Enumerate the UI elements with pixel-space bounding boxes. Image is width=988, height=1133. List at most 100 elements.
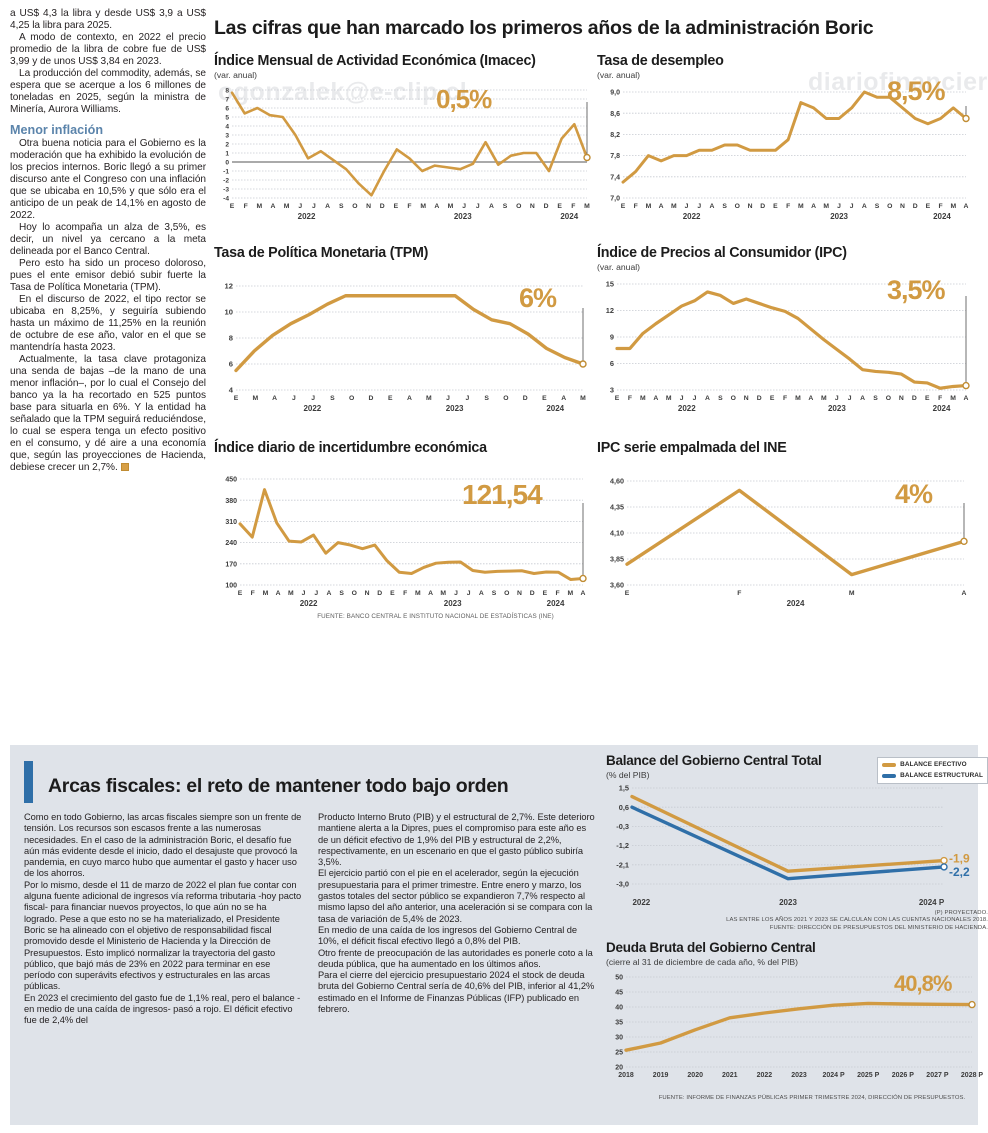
fiscal-charts: Balance del Gobierno Central Total (% de… bbox=[606, 749, 988, 1103]
chart-canvas-ipc: 3,5% 15 12 9 6 3 E F M A M J J A S O N D E F M A M J J A S O N D E F M A… bbox=[597, 272, 980, 422]
svg-text:12: 12 bbox=[225, 282, 233, 291]
svg-text:M: M bbox=[284, 203, 290, 210]
svg-text:A: A bbox=[561, 395, 566, 402]
svg-text:A: A bbox=[860, 395, 865, 402]
svg-text:M: M bbox=[448, 203, 454, 210]
svg-text:J: J bbox=[446, 395, 450, 402]
chart-subtitle bbox=[214, 262, 597, 272]
svg-text:A: A bbox=[862, 203, 867, 210]
svg-text:J: J bbox=[298, 203, 302, 210]
svg-text:2027 P: 2027 P bbox=[926, 1072, 949, 1079]
svg-text:A: A bbox=[808, 395, 813, 402]
chart-ipc: Índice de Precios al Consumidor (IPC) (v… bbox=[597, 245, 980, 422]
svg-text:D: D bbox=[523, 395, 528, 402]
svg-text:2023: 2023 bbox=[444, 599, 462, 608]
svg-text:S: S bbox=[339, 590, 344, 597]
svg-text:A: A bbox=[271, 203, 276, 210]
svg-text:D: D bbox=[760, 203, 765, 210]
svg-text:1,5: 1,5 bbox=[619, 784, 629, 793]
chart-legend: BALANCE EFECTIVO BALANCE ESTRUCTURAL bbox=[877, 757, 988, 784]
accent-bar bbox=[24, 761, 33, 803]
svg-text:N: N bbox=[366, 203, 371, 210]
svg-text:100: 100 bbox=[225, 583, 237, 590]
chart-imacec: Índice Mensual de Actividad Económica (I… bbox=[214, 53, 597, 230]
svg-text:-3: -3 bbox=[223, 187, 229, 194]
chart-callout: 8,5% bbox=[887, 76, 946, 106]
svg-text:M: M bbox=[420, 203, 426, 210]
svg-text:S: S bbox=[722, 203, 727, 210]
svg-text:M: M bbox=[823, 203, 829, 210]
svg-text:2025 P: 2025 P bbox=[857, 1072, 880, 1079]
svg-text:2023: 2023 bbox=[830, 212, 848, 221]
chart-title: Balance del Gobierno Central Total bbox=[606, 753, 822, 768]
svg-text:J: J bbox=[697, 203, 701, 210]
svg-text:7: 7 bbox=[225, 97, 229, 104]
chart-title: Índice de Precios al Consumidor (IPC) bbox=[597, 245, 847, 261]
svg-text:A: A bbox=[964, 203, 969, 210]
svg-text:2024: 2024 bbox=[933, 212, 951, 221]
svg-text:2024: 2024 bbox=[547, 599, 565, 608]
svg-text:N: N bbox=[530, 203, 535, 210]
svg-text:4,35: 4,35 bbox=[610, 503, 624, 512]
svg-text:1: 1 bbox=[225, 151, 229, 158]
svg-text:D: D bbox=[544, 203, 549, 210]
svg-text:D: D bbox=[380, 203, 385, 210]
end-mark-icon bbox=[120, 463, 129, 471]
chart-svg: 4,60 4,35 4,10 3,85 3,60E F M A 2024 bbox=[610, 477, 968, 608]
svg-text:O: O bbox=[349, 395, 354, 402]
svg-text:O: O bbox=[352, 590, 357, 597]
svg-text:2024 P: 2024 P bbox=[823, 1072, 846, 1079]
svg-text:J: J bbox=[467, 590, 471, 597]
svg-text:J: J bbox=[476, 203, 480, 210]
chart-subtitle: (var. anual) bbox=[597, 70, 640, 80]
svg-text:A: A bbox=[272, 395, 277, 402]
fiscal-article: Arcas fiscales: el reto de mantener todo… bbox=[24, 759, 596, 1027]
chart-title: Deuda Bruta del Gobierno Central bbox=[606, 940, 816, 956]
svg-text:A: A bbox=[705, 395, 710, 402]
chart-desempleo: Tasa de desempleo (var. anual) 8,5% 9,0 8… bbox=[597, 53, 980, 230]
svg-text:M: M bbox=[426, 395, 432, 402]
svg-text:310: 310 bbox=[225, 519, 237, 526]
svg-text:-1,2: -1,2 bbox=[616, 841, 629, 850]
chart-canvas-balance: 1,5 0,6 -0,3 -1,2 -2,1 -3,0 -1,9 -2,2 2022 2023 20… bbox=[606, 780, 988, 910]
svg-text:2022: 2022 bbox=[678, 404, 696, 413]
svg-text:A: A bbox=[709, 203, 714, 210]
svg-text:380: 380 bbox=[225, 498, 237, 505]
svg-text:170: 170 bbox=[225, 561, 237, 568]
chart-callout: 3,5% bbox=[887, 275, 946, 305]
legend-label: BALANCE EFECTIVO bbox=[900, 761, 967, 768]
svg-text:2020: 2020 bbox=[687, 1072, 703, 1079]
svg-text:E: E bbox=[390, 590, 395, 597]
chart-incertidumbre: Índice diario de incertidumbre económica… bbox=[214, 440, 597, 620]
svg-text:S: S bbox=[339, 203, 344, 210]
svg-text:O: O bbox=[516, 203, 521, 210]
svg-text:2022: 2022 bbox=[683, 212, 701, 221]
svg-text:J: J bbox=[314, 590, 318, 597]
charts-grid: Índice Mensual de Actividad Económica (I… bbox=[214, 53, 980, 620]
svg-text:D: D bbox=[912, 395, 917, 402]
svg-text:5: 5 bbox=[225, 115, 229, 122]
svg-text:25: 25 bbox=[615, 1050, 623, 1057]
svg-text:M: M bbox=[671, 203, 677, 210]
svg-text:D: D bbox=[530, 590, 535, 597]
chart-callout: 0,5% bbox=[436, 84, 492, 114]
svg-text:J: J bbox=[454, 590, 458, 597]
svg-text:2019: 2019 bbox=[653, 1072, 669, 1079]
svg-text:0: 0 bbox=[225, 160, 229, 167]
svg-text:2022: 2022 bbox=[757, 1072, 773, 1079]
chart-note: (P) PROYECTADO. bbox=[934, 910, 988, 916]
chart-balance: Balance del Gobierno Central Total (% de… bbox=[606, 753, 988, 932]
svg-text:M: M bbox=[567, 590, 573, 597]
svg-text:3: 3 bbox=[225, 133, 229, 140]
svg-text:D: D bbox=[913, 203, 918, 210]
chart-subtitle: (cierre al 31 de diciembre de cada año, … bbox=[606, 957, 799, 968]
svg-text:-1: -1 bbox=[223, 169, 229, 176]
svg-text:E: E bbox=[542, 395, 547, 402]
svg-text:N: N bbox=[748, 203, 753, 210]
svg-text:450: 450 bbox=[225, 477, 237, 484]
svg-text:2018: 2018 bbox=[618, 1072, 634, 1079]
svg-text:F: F bbox=[939, 203, 943, 210]
svg-text:45: 45 bbox=[615, 990, 623, 997]
